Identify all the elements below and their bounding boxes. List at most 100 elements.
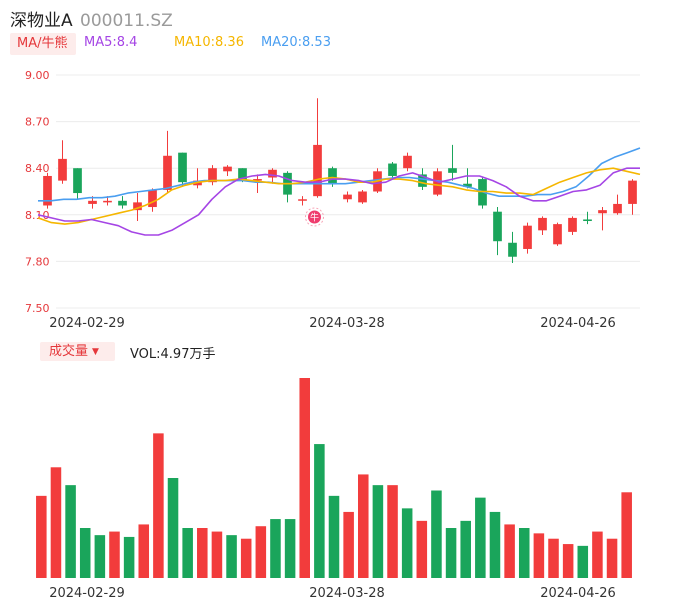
volume-bar	[548, 538, 559, 578]
volume-bar	[328, 495, 340, 578]
candle	[553, 222, 562, 246]
caret-down-icon: ▼	[92, 347, 99, 357]
candle	[403, 152, 412, 172]
candle	[583, 211, 592, 225]
candle	[598, 207, 607, 231]
volume-bar	[416, 520, 428, 578]
candle	[523, 222, 532, 254]
candle	[508, 231, 517, 263]
volume-bar	[387, 485, 398, 578]
candle-body	[88, 200, 97, 204]
volume-bar	[197, 528, 208, 578]
bull-marker-label: 牛	[310, 212, 319, 224]
volume-bar	[109, 531, 120, 578]
x-tick-label: 2024-03-28	[309, 586, 385, 601]
candle	[193, 168, 202, 189]
volume-bar	[226, 535, 237, 578]
stock-name: 深物业A	[10, 11, 73, 31]
x-tick-label: 2024-02-29	[49, 586, 125, 601]
volume-bar	[314, 444, 325, 578]
candle-body	[148, 189, 157, 208]
candle-body	[178, 152, 187, 183]
candle	[163, 130, 172, 194]
candle	[223, 165, 232, 176]
candle-body	[118, 200, 127, 206]
volume-bar	[358, 474, 369, 578]
candle	[568, 216, 577, 235]
volume-bar	[577, 545, 589, 578]
candle-body	[583, 219, 592, 222]
y-tick-label: 7.50	[25, 302, 50, 315]
candle	[358, 189, 367, 204]
candle	[253, 174, 262, 194]
bull-marker-dot	[308, 210, 321, 224]
volume-bar	[621, 492, 632, 578]
volume-bar	[299, 378, 310, 578]
candle-body	[223, 166, 232, 172]
volume-bar	[36, 495, 47, 578]
candle	[613, 194, 622, 215]
candle-body	[493, 211, 502, 242]
candle-body	[328, 168, 337, 184]
candle-body	[598, 210, 607, 214]
candle-body	[268, 169, 277, 178]
candle	[73, 168, 82, 200]
y-tick-label: 7.80	[25, 255, 50, 268]
candle-body	[523, 225, 532, 249]
ma5-line	[37, 167, 640, 236]
volume-bar	[562, 544, 574, 578]
candle-body	[313, 144, 322, 197]
volume-bar	[284, 519, 296, 578]
candle-body	[253, 179, 262, 181]
candle-body	[403, 155, 412, 169]
candle-body	[358, 191, 367, 203]
candle	[343, 191, 352, 203]
candle	[208, 165, 217, 186]
y-tick-label: 8.10	[25, 209, 50, 222]
volume-bar	[606, 538, 618, 578]
candle	[628, 179, 637, 215]
stock-code: 000011.SZ	[80, 11, 173, 31]
ma20-line	[38, 147, 641, 202]
candle	[133, 193, 142, 222]
volume-bar	[489, 511, 501, 578]
y-tick-label: 8.70	[25, 116, 50, 129]
volume-bar	[592, 531, 603, 578]
volume-bar	[255, 526, 267, 578]
x-tick-label: 2024-02-29	[49, 316, 125, 331]
volume-value: VOL:4.97万手	[130, 347, 216, 362]
volume-bar	[65, 485, 76, 578]
candle	[493, 207, 502, 256]
candle	[283, 171, 292, 203]
x-tick-label: 2024-04-26	[540, 586, 616, 601]
indicator-selector[interactable]: MA/牛熊	[10, 33, 76, 55]
candle	[388, 161, 397, 178]
volume-bar	[431, 490, 442, 578]
ma5-legend: MA5:8.4	[84, 35, 138, 50]
volume-bar	[123, 536, 135, 578]
candle	[43, 172, 52, 209]
candle-body	[133, 202, 142, 211]
volume-bar	[504, 524, 515, 578]
candle	[463, 168, 472, 189]
candle-body	[58, 158, 67, 181]
candle-body	[568, 217, 577, 232]
volume-selector[interactable]: 成交量 ▼	[40, 342, 115, 361]
volume-bar	[372, 485, 384, 578]
volume-bar	[518, 528, 530, 578]
candle-body	[418, 174, 427, 187]
volume-bar	[343, 511, 354, 578]
candle-body	[343, 194, 352, 200]
ma20-legend: MA20:8.53	[261, 35, 331, 50]
candle	[178, 152, 187, 187]
bull-marker: 牛	[305, 207, 324, 227]
candle-body	[388, 163, 397, 176]
volume-bar	[167, 478, 179, 578]
candle-body	[613, 203, 622, 214]
candle-body	[208, 168, 217, 183]
candle	[313, 98, 322, 198]
volume-bar	[270, 519, 281, 578]
stock-title: 深物业A 000011.SZ	[10, 6, 173, 31]
ma10-line	[37, 167, 641, 225]
